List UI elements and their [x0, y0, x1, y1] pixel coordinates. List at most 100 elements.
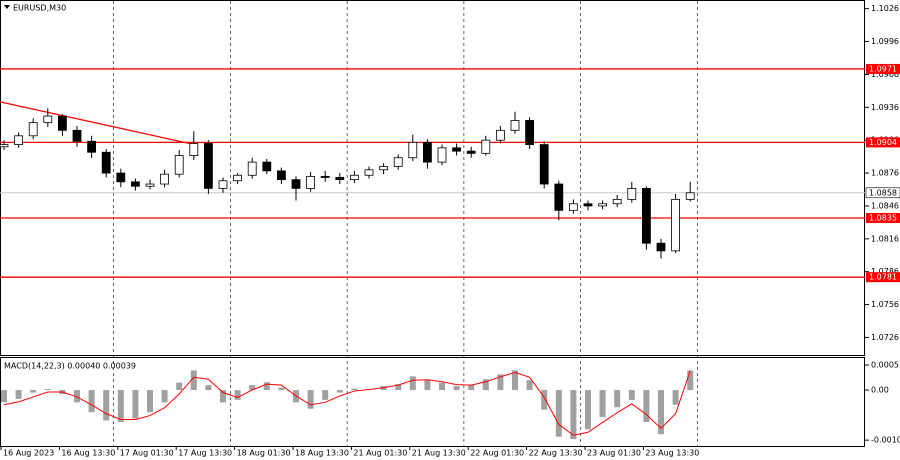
macd-bar	[322, 390, 329, 400]
x-tick-label: 22 Aug 13:30	[529, 449, 583, 458]
macd-bar	[468, 385, 475, 391]
macd-bar	[482, 379, 489, 391]
candle-body	[276, 170, 286, 181]
candle-body	[203, 143, 213, 189]
candle-body	[43, 115, 53, 124]
macd-panel-frame	[0, 357, 865, 447]
y-tick-label: 1.0996	[871, 37, 899, 46]
candle-body	[422, 141, 432, 163]
candle-body	[510, 120, 520, 131]
macd-bar	[88, 390, 95, 413]
macd-bar	[672, 390, 679, 405]
macd-bar	[132, 390, 139, 419]
y-tick-label: 1.0756	[871, 300, 899, 309]
x-tick-label: 22 Aug 01:30	[470, 449, 524, 458]
macd-bar	[234, 390, 241, 400]
candle-body	[72, 129, 82, 142]
candle-body	[612, 198, 622, 205]
candle-body	[349, 174, 359, 181]
macd-bar	[220, 390, 226, 403]
macd-bar	[658, 390, 664, 435]
macd-bar	[687, 370, 694, 391]
candle-body	[379, 166, 389, 171]
candle-body	[569, 203, 578, 211]
y-tick-label: 1.0816	[871, 234, 899, 243]
macd-bar	[439, 382, 445, 391]
macd-bar	[161, 390, 168, 403]
x-tick-label: 21 Aug 13:30	[412, 449, 466, 458]
macd-bar	[643, 390, 650, 422]
macd-bar	[190, 370, 197, 391]
candle-body	[466, 150, 476, 154]
level-label: 1.0781	[869, 273, 897, 282]
candle-body	[233, 174, 243, 182]
candle-body	[189, 143, 199, 156]
x-tick-label: 18 Aug 13:30	[295, 449, 349, 458]
macd-bar	[512, 370, 518, 391]
macd-bar	[103, 390, 110, 421]
macd-bar	[395, 384, 402, 391]
level-label: 1.0835	[869, 214, 897, 223]
macd-bar	[570, 390, 577, 440]
candle-body	[87, 140, 96, 153]
macd-bar	[117, 390, 124, 422]
candle-body	[364, 169, 374, 176]
x-tick-label: 17 Aug 01:30	[120, 449, 174, 458]
candle-body	[393, 157, 403, 167]
candle-body	[656, 242, 666, 252]
current-price-box	[865, 187, 900, 199]
level-label: 1.0971	[869, 64, 897, 73]
candle-body	[554, 183, 564, 211]
macd-bar	[30, 390, 37, 393]
level-label-box	[866, 137, 900, 148]
candle-body	[481, 139, 491, 154]
symbol-title: EURUSD,M30	[13, 4, 66, 13]
y-tick-label: 1.1026	[871, 4, 899, 13]
x-tick-label: 21 Aug 01:30	[353, 449, 407, 458]
macd-bar	[263, 382, 270, 391]
y-tick-label: 1.0786	[871, 267, 899, 276]
macd-title: MACD(14,22,3) 0.00040 0.00039	[4, 362, 136, 371]
candle-body	[583, 203, 593, 207]
y-tick-label: -0.00102	[871, 436, 900, 445]
x-tick-label: 16 Aug 13:30	[61, 449, 115, 458]
candle-body	[306, 175, 316, 189]
candle-body	[627, 188, 637, 200]
y-tick-label: 1.0726	[871, 333, 899, 342]
y-tick-label: 1.0966	[871, 70, 899, 79]
candle-body	[437, 147, 447, 163]
macd-bar	[278, 387, 285, 391]
candle-body	[291, 179, 301, 189]
x-tick-label: 23 Aug 13:30	[645, 449, 699, 458]
candle-body	[671, 198, 680, 252]
x-tick-label: 18 Aug 01:30	[237, 449, 291, 458]
macd-bar	[424, 380, 431, 391]
x-tick-label: 23 Aug 01:30	[587, 449, 641, 458]
candle-body	[495, 129, 505, 141]
macd-bar	[249, 385, 256, 391]
candle-body	[145, 183, 155, 187]
macd-bar	[555, 390, 562, 437]
candle-body	[642, 188, 651, 244]
candle-body	[539, 144, 549, 185]
candle-body	[452, 147, 462, 152]
candle-body	[160, 173, 170, 185]
y-tick-label: 1.0936	[871, 103, 899, 112]
macd-bar	[599, 390, 606, 418]
macd-bar	[526, 380, 533, 391]
candle-body	[685, 192, 695, 200]
y-tick-label: 0.00051	[871, 361, 900, 370]
price-panel-frame	[0, 0, 865, 356]
candle-body	[116, 172, 126, 183]
candle-body	[174, 155, 184, 175]
macd-bar	[307, 390, 314, 409]
level-label: 1.0904	[869, 138, 897, 147]
candle-body	[130, 181, 140, 187]
macd-bar	[614, 390, 621, 408]
macd-bar	[176, 382, 183, 391]
current-price-label: 1.0858	[869, 188, 897, 197]
macd-bar	[74, 390, 80, 403]
macd-bar	[497, 374, 504, 391]
symbol-icon	[4, 5, 10, 9]
